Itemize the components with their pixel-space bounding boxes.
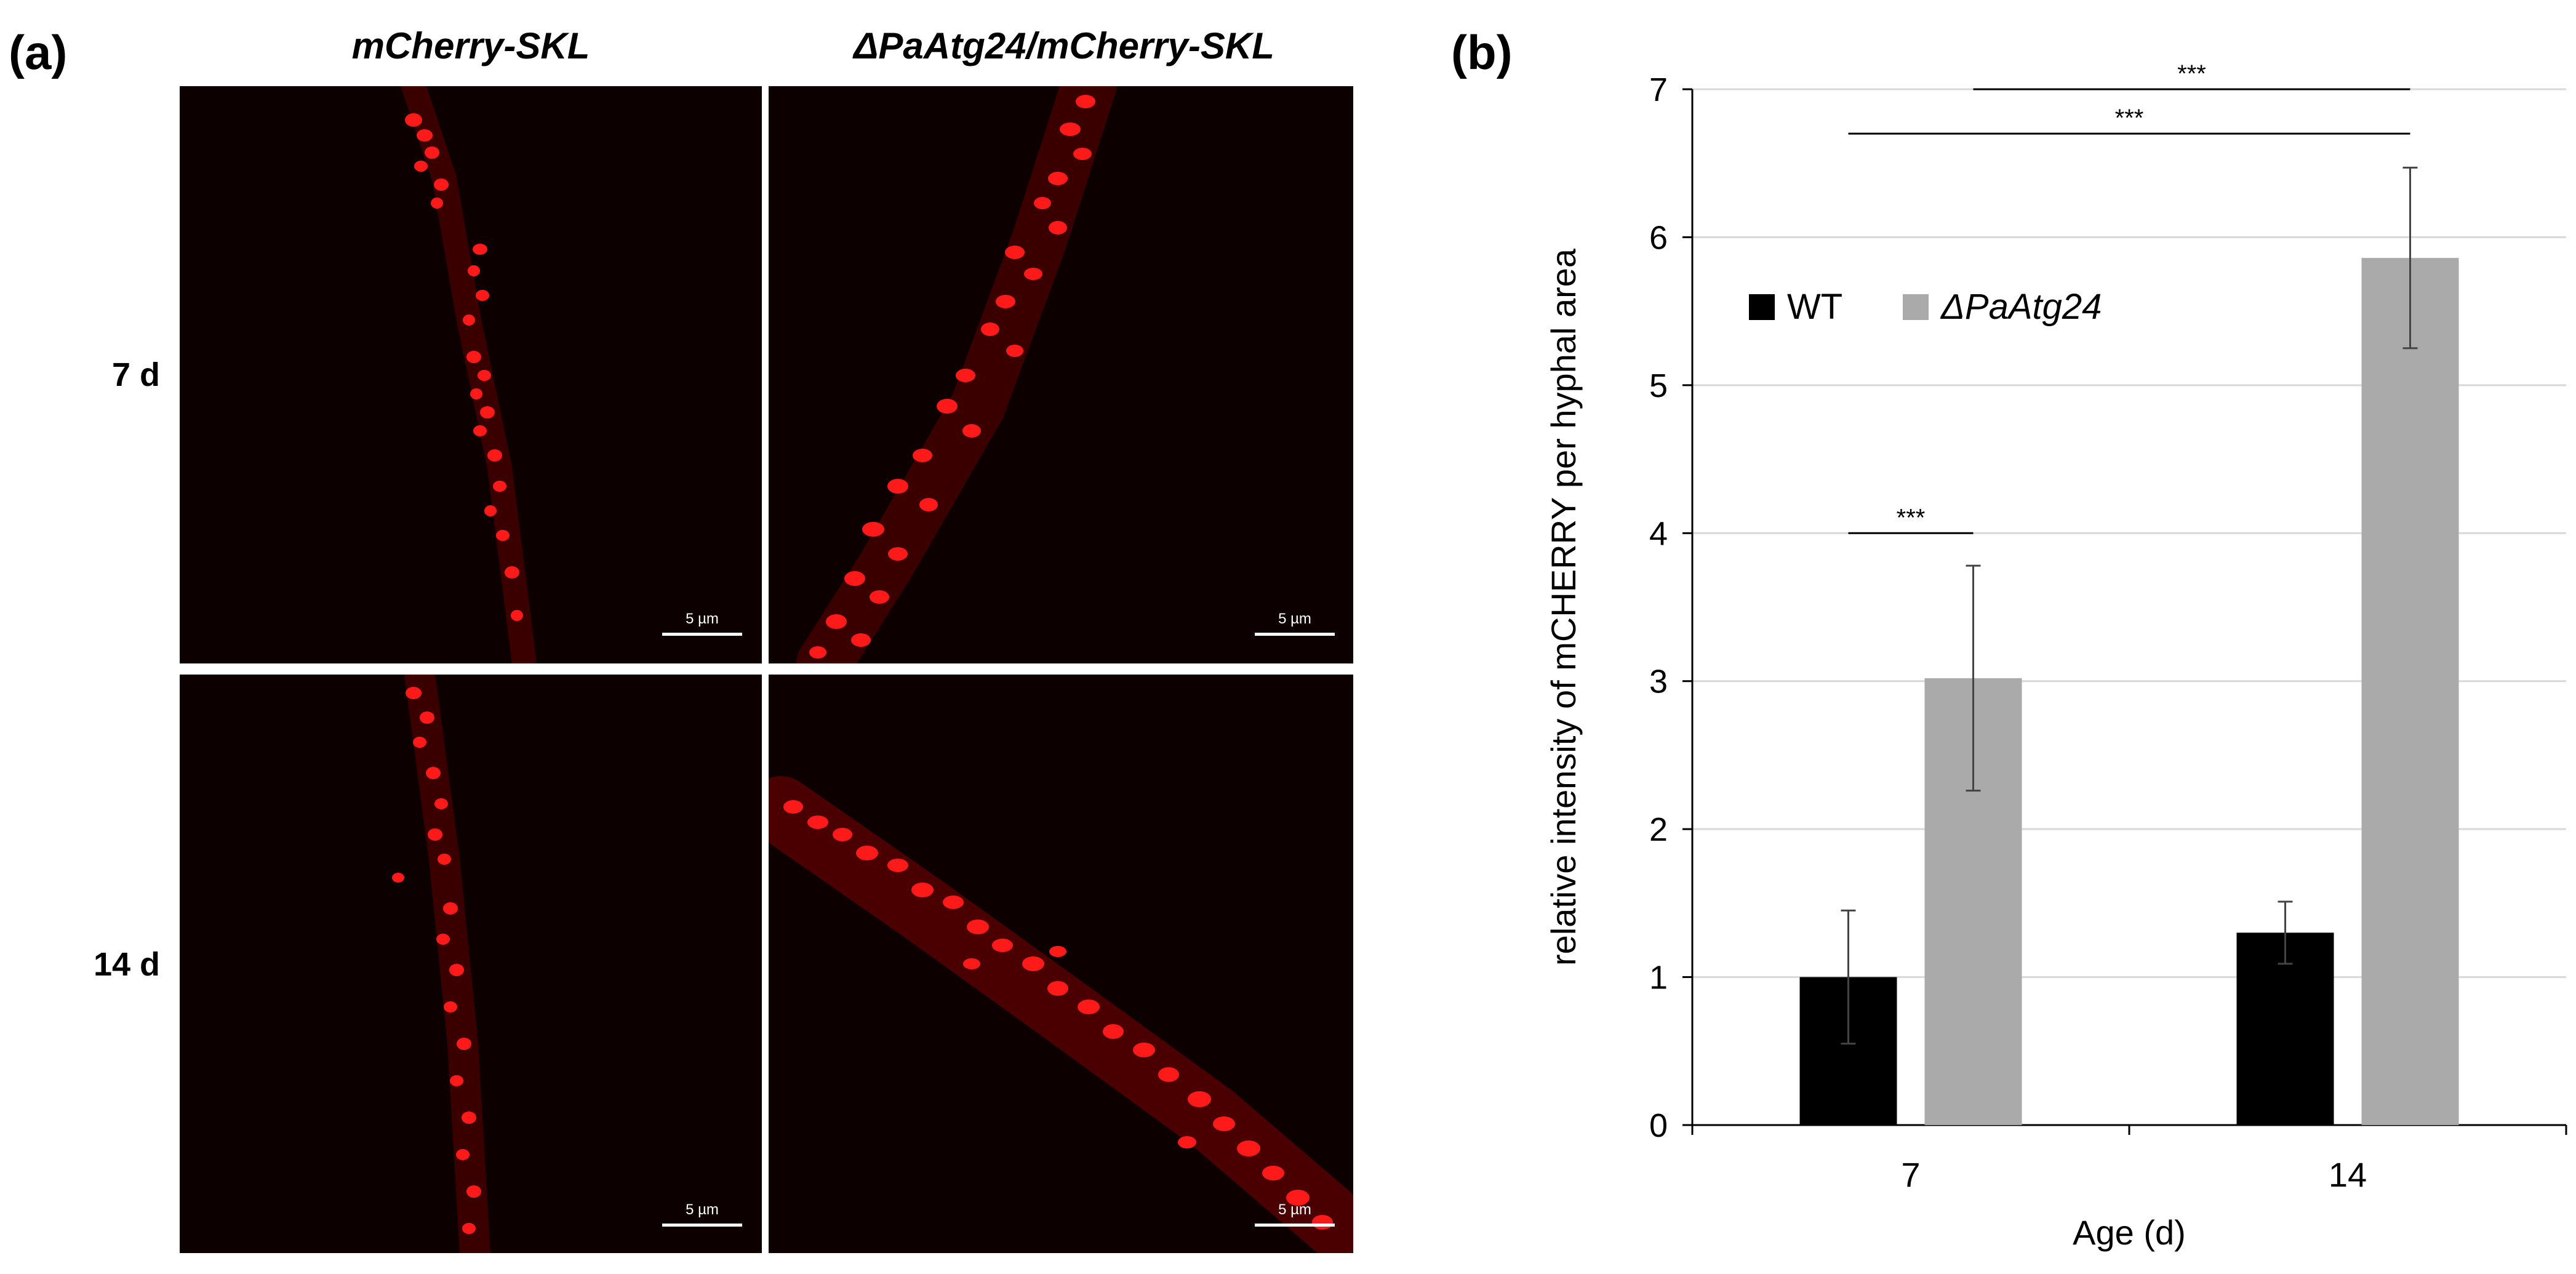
scale-bar-label: 5 µm bbox=[1278, 1201, 1311, 1218]
scale-bar-label: 5 µm bbox=[686, 1201, 719, 1218]
y-tick-label: 4 bbox=[1649, 515, 1668, 552]
scale-bar bbox=[662, 1224, 742, 1227]
significance-label: *** bbox=[1897, 504, 1926, 531]
y-tick-label: 3 bbox=[1649, 663, 1668, 700]
legend-label-mutant: ΔPaAtg24 bbox=[1940, 287, 2102, 327]
error-bars bbox=[1841, 166, 2418, 1045]
scale-bar bbox=[1255, 1224, 1335, 1227]
y-tick-label: 7 bbox=[1649, 71, 1668, 108]
row-label-14d: 14 d bbox=[93, 946, 160, 983]
legend-label-wt: WT bbox=[1787, 287, 1842, 327]
panel-b-label: (b) bbox=[1451, 25, 1513, 79]
legend-swatch-mutant bbox=[1903, 294, 1929, 320]
scale-bar-label: 5 µm bbox=[686, 611, 719, 627]
legend: WT ΔPaAtg24 bbox=[1749, 287, 2102, 327]
bar-chart: 0 1 2 3 4 5 6 7 7 14 *** *** *** relative intensity… bbox=[1544, 60, 2567, 1252]
bar-wt bbox=[2236, 932, 2334, 1125]
x-tick-label: 7 bbox=[1901, 1155, 1920, 1194]
bar-mutant bbox=[2361, 258, 2459, 1125]
column-title-delta-paatg24: ΔPaAtg24/mCherry-SKL bbox=[854, 25, 1274, 66]
y-tick-label: 1 bbox=[1649, 960, 1668, 996]
x-axis-title: Age (d) bbox=[2073, 1213, 2186, 1252]
y-tick-label: 6 bbox=[1649, 219, 1668, 256]
micrograph-wt-7d: 5 µm bbox=[180, 86, 762, 663]
scale-bar bbox=[662, 633, 742, 636]
significance-brackets: *** *** *** bbox=[1848, 60, 2410, 534]
axis-ticks: 0 1 2 3 4 5 6 7 7 14 bbox=[1649, 71, 2567, 1194]
column-title-mcherry-skl: mCherry-SKL bbox=[351, 25, 590, 66]
y-axis-title: relative intensity of mCHERRY per hyphal… bbox=[1544, 248, 1583, 966]
micrograph-wt-14d: 5 µm bbox=[180, 675, 762, 1253]
x-tick-label: 14 bbox=[2329, 1155, 2367, 1194]
panel-a-label: (a) bbox=[9, 25, 68, 79]
micrograph-mutant-7d: 5 µm bbox=[769, 86, 1353, 663]
y-tick-label: 0 bbox=[1649, 1107, 1668, 1144]
micrograph-mutant-14d: 5 µm bbox=[769, 675, 1353, 1253]
y-tick-label: 2 bbox=[1649, 811, 1668, 848]
significance-label: *** bbox=[2115, 105, 2144, 132]
y-tick-label: 5 bbox=[1649, 367, 1668, 404]
bars bbox=[1799, 258, 2459, 1125]
row-label-7d: 7 d bbox=[111, 356, 160, 393]
significance-label: *** bbox=[2177, 60, 2206, 87]
scale-bar-label: 5 µm bbox=[1278, 611, 1311, 627]
scale-bar bbox=[1255, 633, 1335, 636]
legend-swatch-wt bbox=[1749, 294, 1775, 320]
